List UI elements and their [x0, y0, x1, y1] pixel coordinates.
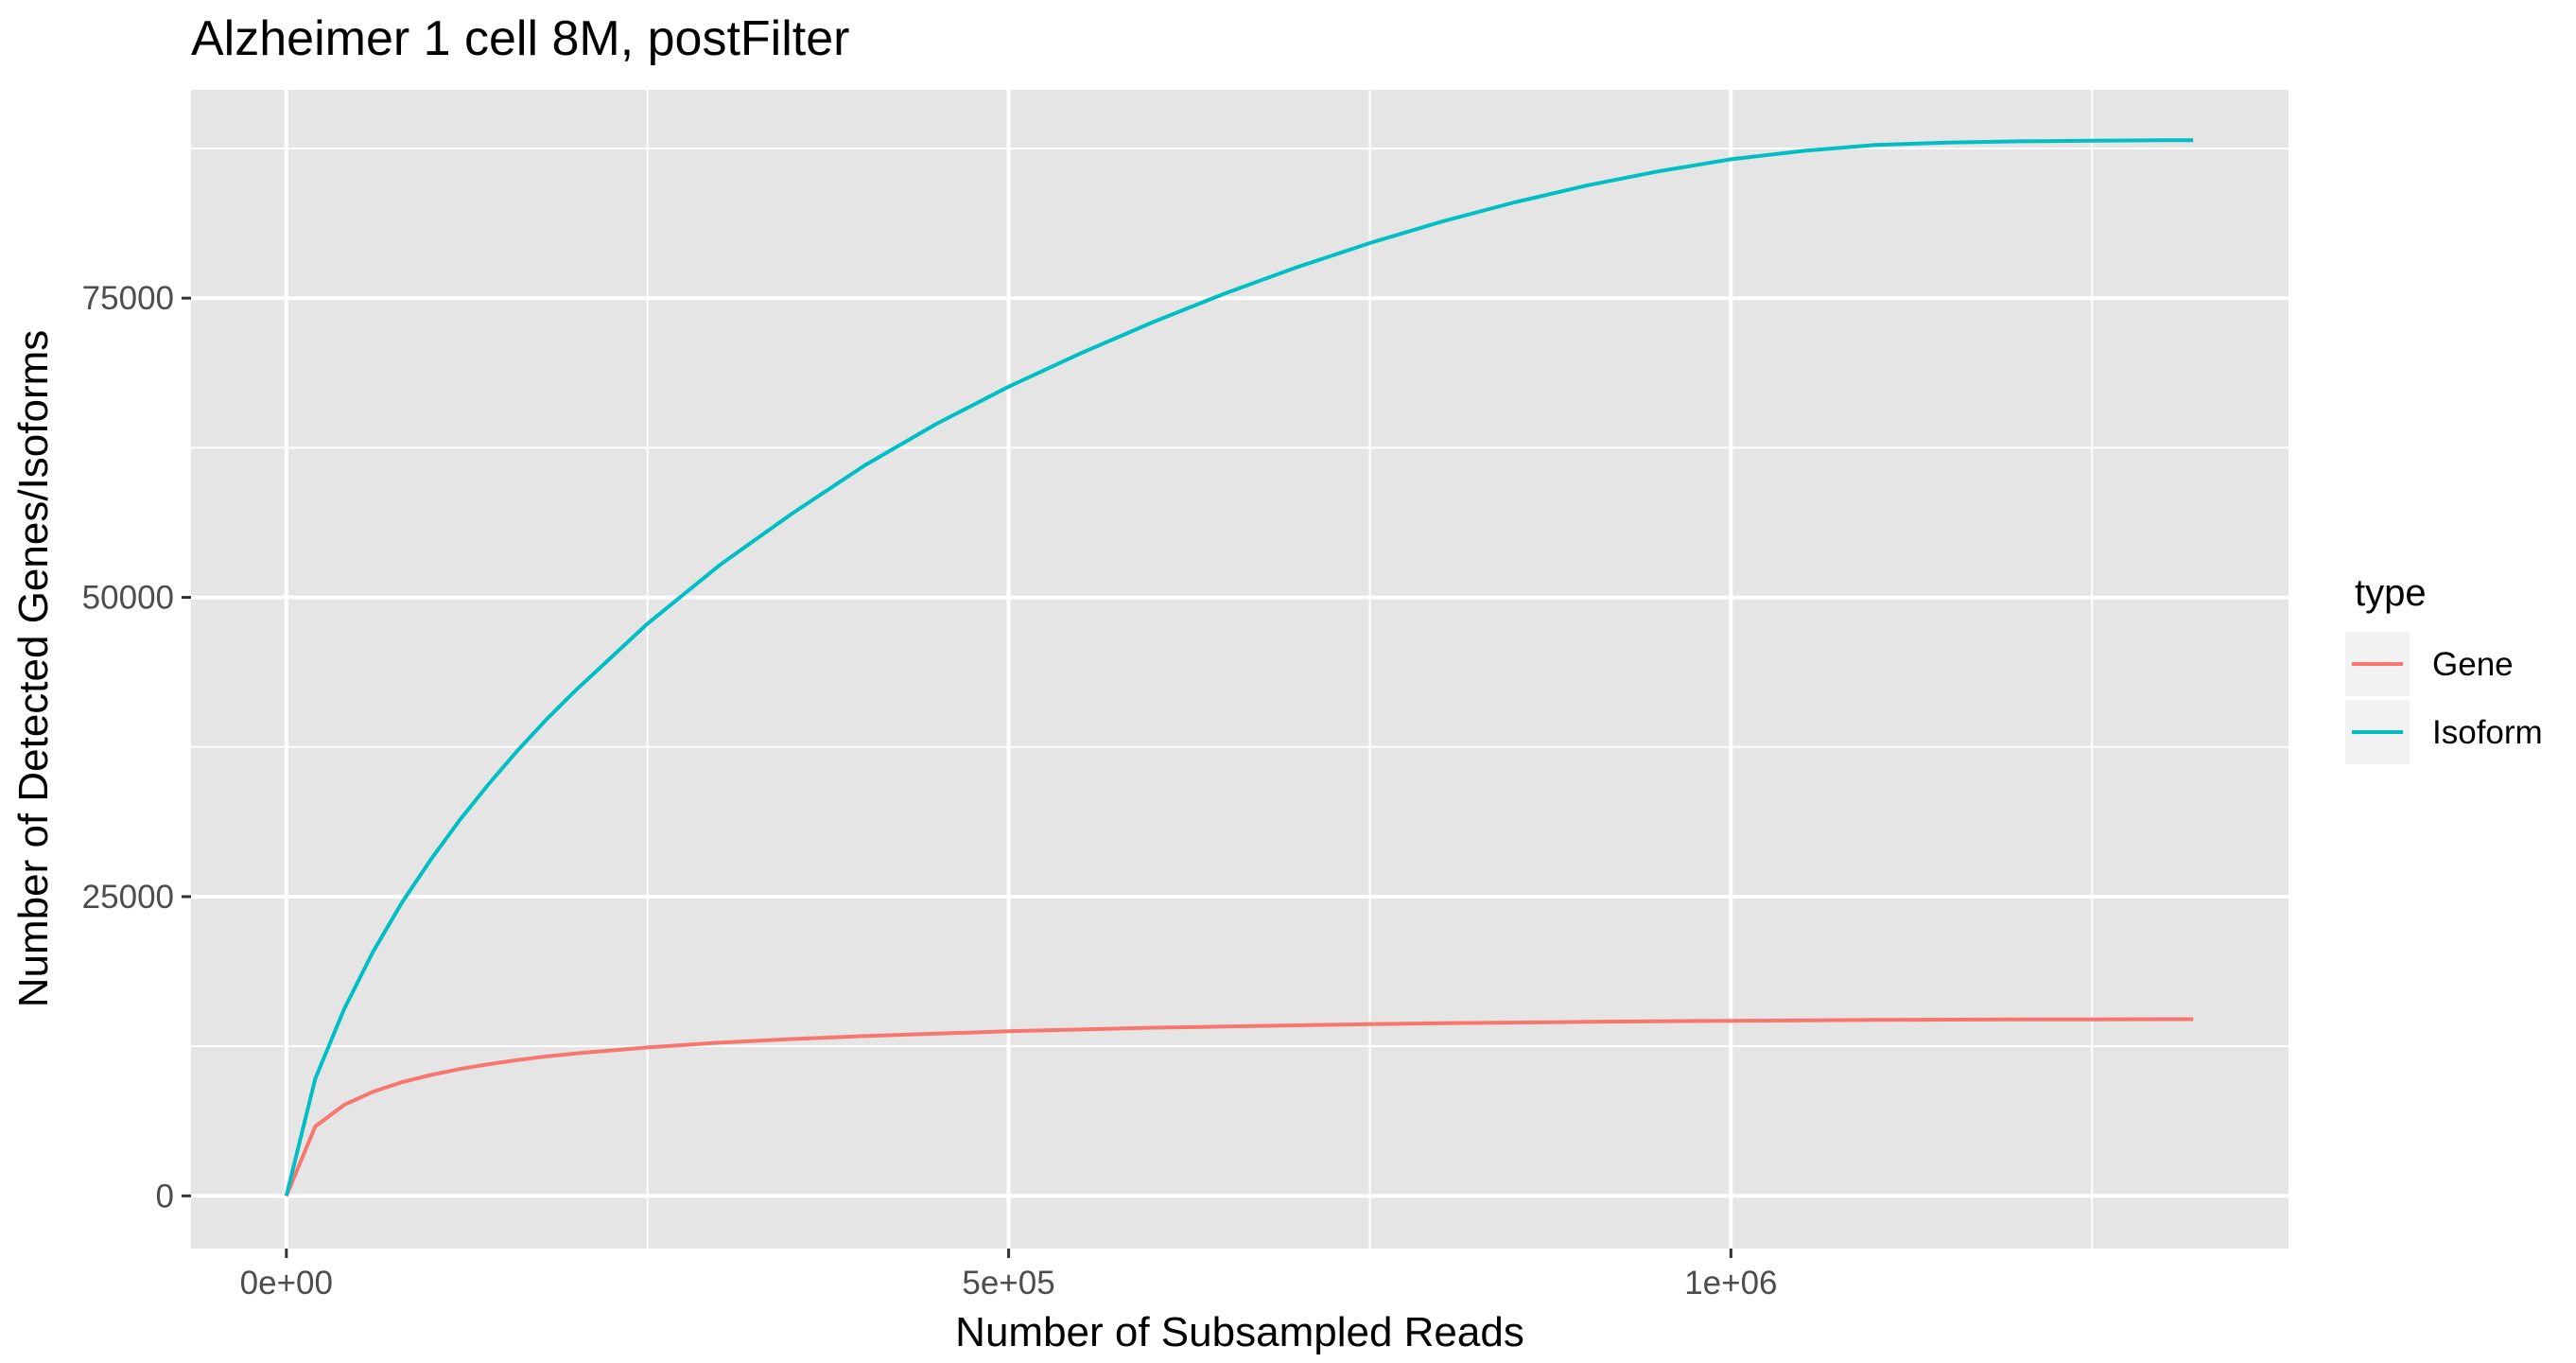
major-gridlines — [191, 90, 2289, 1249]
x-tick-label: 5e+05 — [962, 1265, 1054, 1302]
y-tick-label: 75000 — [82, 280, 174, 317]
plot-panel — [191, 90, 2289, 1249]
x-axis: 0e+00 5e+05 1e+06 — [240, 1249, 1778, 1302]
legend-label: Isoform — [2432, 714, 2543, 751]
legend-items: Gene Isoform — [2345, 632, 2543, 764]
y-axis: 0 25000 50000 75000 — [82, 280, 191, 1214]
series-lines — [284, 138, 2194, 1197]
x-axis-title: Number of Subsampled Reads — [955, 1309, 1524, 1355]
x-tick-label: 0e+00 — [240, 1265, 333, 1302]
minor-gridlines — [191, 90, 2289, 1249]
chart-title: Alzheimer 1 cell 8M, postFilter — [191, 11, 849, 66]
x-tick-label: 1e+06 — [1684, 1265, 1777, 1302]
legend-title: type — [2355, 572, 2427, 614]
y-axis-title: Number of Detected Genes/Isoforms — [10, 330, 57, 1008]
y-tick-label: 25000 — [82, 879, 174, 916]
series-line-isoform — [284, 138, 2194, 1197]
legend-label: Gene — [2432, 646, 2514, 683]
series-line-gene — [284, 1017, 2194, 1197]
y-tick-label: 0 — [156, 1178, 174, 1214]
legend: type Gene Isoform — [2345, 572, 2543, 764]
y-tick-label: 50000 — [82, 580, 174, 617]
